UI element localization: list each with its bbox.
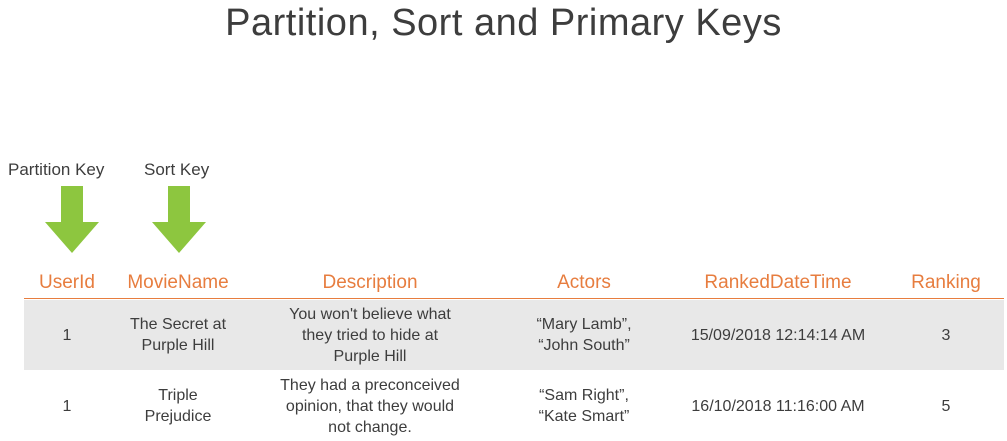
moviename-line: Triple xyxy=(158,387,198,404)
moviename-cell: The Secret at Purple Hill xyxy=(110,300,246,370)
column-header-rankeddatetime: RankedDateTime xyxy=(704,272,852,293)
column-header-description: Description xyxy=(322,272,418,293)
moviename-cell: Triple Prejudice xyxy=(110,371,246,441)
table-row: 1 The Secret at Purple Hill You won't be… xyxy=(24,300,1004,370)
description-line: opinion, that they would xyxy=(285,397,455,415)
userid-cell: 1 xyxy=(24,371,110,441)
actors-cell: “Sam Right”, “Kate Smart” xyxy=(514,371,654,441)
table-header: UserId MovieName Description Actors Rank… xyxy=(24,272,1004,299)
description-line: They had a preconceived xyxy=(280,376,460,394)
description-line: not change. xyxy=(328,418,412,436)
description-line: Purple Hill xyxy=(333,347,407,365)
description-line: You won't believe what xyxy=(289,305,451,323)
ranking-cell: 5 xyxy=(900,371,992,441)
actors-line: “John South” xyxy=(538,337,630,354)
rankeddatetime-cell: 15/09/2018 12:14:14 AM xyxy=(674,300,882,370)
actors-line: “Mary Lamb”, xyxy=(536,316,632,333)
sort-key-arrow-icon xyxy=(152,186,206,253)
actors-line: “Kate Smart” xyxy=(538,408,630,425)
ranking-cell: 3 xyxy=(900,300,992,370)
sort-key-arrow-shape xyxy=(152,186,206,253)
actors-line: “Sam Right”, xyxy=(539,387,629,404)
partition-key-arrow-shape xyxy=(45,186,99,253)
slide-title: Partition, Sort and Primary Keys xyxy=(225,2,782,44)
partition-key-label: Partition Key xyxy=(8,160,105,179)
userid-value: 1 xyxy=(62,326,72,344)
ranking-value: 3 xyxy=(941,326,951,344)
column-header-actors: Actors xyxy=(557,272,611,293)
description-line: they tried to hide at xyxy=(301,326,439,344)
sort-key-label: Sort Key xyxy=(144,160,210,179)
moviename-line: Prejudice xyxy=(144,408,212,425)
moviename-line: The Secret at xyxy=(129,316,227,333)
moviename-line: Purple Hill xyxy=(141,337,215,354)
column-header-userid: UserId xyxy=(39,272,95,293)
description-cell: They had a preconceived opinion, that th… xyxy=(261,371,479,441)
userid-cell: 1 xyxy=(24,300,110,370)
rankeddatetime-value: 16/10/2018 11:16:00 AM xyxy=(691,397,865,415)
description-cell: You won't believe what they tried to hid… xyxy=(261,300,479,370)
column-header-ranking: Ranking xyxy=(911,272,981,293)
column-header-moviename: MovieName xyxy=(127,272,229,293)
ranking-value: 5 xyxy=(941,397,951,415)
userid-value: 1 xyxy=(62,397,72,415)
rankeddatetime-value: 15/09/2018 12:14:14 AM xyxy=(690,326,866,344)
rankeddatetime-cell: 16/10/2018 11:16:00 AM xyxy=(674,371,882,441)
table-row: 1 Triple Prejudice They had a preconceiv… xyxy=(24,371,1004,441)
partition-key-arrow-icon xyxy=(45,186,99,253)
actors-cell: “Mary Lamb”, “John South” xyxy=(514,300,654,370)
